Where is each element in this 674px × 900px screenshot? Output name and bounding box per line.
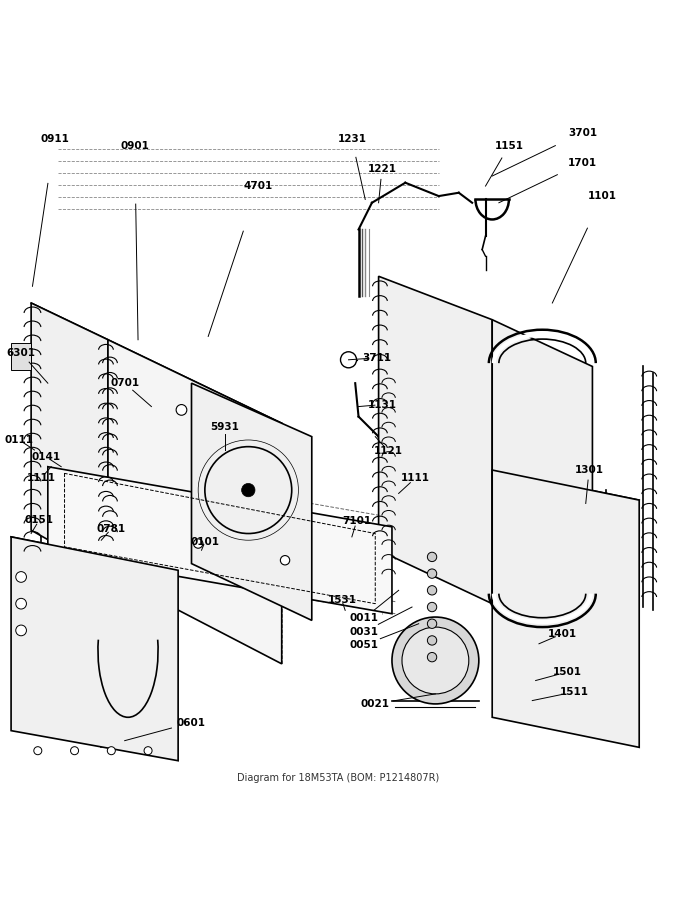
- Circle shape: [427, 586, 437, 595]
- Text: 1401: 1401: [548, 629, 577, 639]
- Text: 1131: 1131: [367, 400, 396, 410]
- Text: 0151: 0151: [25, 515, 54, 526]
- Text: 1121: 1121: [374, 446, 403, 456]
- Circle shape: [392, 617, 479, 704]
- Text: 1101: 1101: [588, 191, 617, 201]
- Polygon shape: [379, 276, 492, 604]
- Text: 7101: 7101: [342, 517, 371, 526]
- Text: 5931: 5931: [210, 421, 239, 432]
- Text: 0111: 0111: [5, 435, 34, 445]
- Polygon shape: [11, 537, 178, 760]
- Circle shape: [34, 747, 42, 755]
- Text: 0021: 0021: [361, 699, 390, 709]
- Polygon shape: [48, 467, 392, 614]
- Text: 0101: 0101: [190, 537, 219, 547]
- Circle shape: [402, 627, 469, 694]
- Text: 0141: 0141: [31, 452, 61, 462]
- Text: 0701: 0701: [110, 378, 140, 388]
- Text: 0051: 0051: [349, 640, 378, 650]
- Circle shape: [427, 652, 437, 662]
- Polygon shape: [11, 343, 31, 370]
- Text: 1221: 1221: [367, 165, 396, 175]
- Text: 0901: 0901: [120, 141, 149, 151]
- Circle shape: [427, 635, 437, 645]
- Circle shape: [280, 555, 290, 565]
- Circle shape: [241, 483, 255, 497]
- Polygon shape: [492, 470, 639, 747]
- Polygon shape: [191, 383, 312, 620]
- Text: 0781: 0781: [97, 524, 126, 534]
- Text: 0011: 0011: [349, 614, 378, 624]
- Text: 1701: 1701: [568, 158, 597, 167]
- Text: 1151: 1151: [495, 141, 524, 151]
- Circle shape: [427, 619, 437, 628]
- Text: 1111: 1111: [401, 473, 430, 483]
- Text: 1301: 1301: [574, 465, 604, 475]
- Text: 1511: 1511: [560, 687, 589, 697]
- Circle shape: [107, 747, 115, 755]
- Text: 3701: 3701: [568, 128, 597, 138]
- Text: 0031: 0031: [349, 626, 378, 637]
- Text: Diagram for 18M53TA (BOM: P1214807R): Diagram for 18M53TA (BOM: P1214807R): [237, 773, 439, 783]
- Circle shape: [193, 539, 203, 548]
- Circle shape: [71, 747, 79, 755]
- Polygon shape: [31, 303, 108, 573]
- Text: 1111: 1111: [27, 473, 56, 483]
- Circle shape: [340, 352, 357, 368]
- Circle shape: [427, 602, 437, 612]
- Polygon shape: [108, 339, 282, 664]
- Text: 1501: 1501: [553, 667, 582, 677]
- Circle shape: [16, 626, 26, 635]
- Text: 3711: 3711: [363, 353, 392, 363]
- Circle shape: [176, 405, 187, 415]
- Polygon shape: [492, 320, 592, 637]
- Circle shape: [16, 572, 26, 582]
- Circle shape: [144, 747, 152, 755]
- Text: 0911: 0911: [40, 134, 69, 144]
- Text: 1231: 1231: [338, 134, 367, 144]
- Circle shape: [427, 569, 437, 579]
- Circle shape: [16, 598, 26, 609]
- Text: 4701: 4701: [244, 181, 273, 191]
- Text: 0601: 0601: [177, 717, 206, 727]
- Text: 6301: 6301: [7, 348, 36, 358]
- Circle shape: [427, 553, 437, 562]
- Text: 1531: 1531: [328, 595, 357, 606]
